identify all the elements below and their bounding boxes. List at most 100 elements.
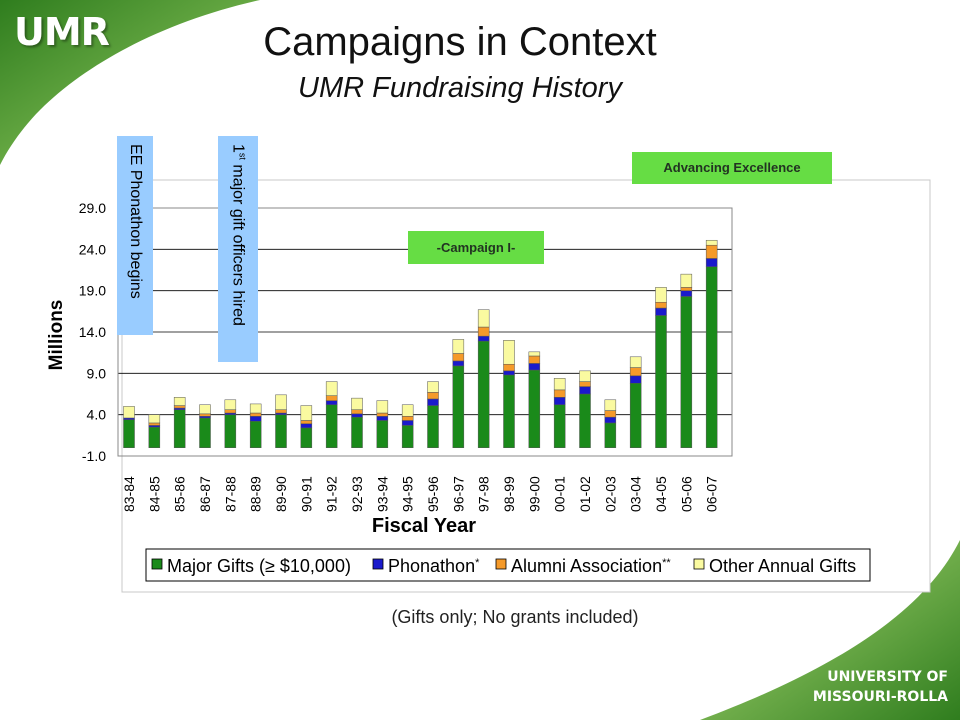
legend-marker: * bbox=[475, 557, 480, 569]
x-tick-label: 92-93 bbox=[349, 476, 365, 512]
bar-segment bbox=[655, 301, 667, 309]
bar-segment bbox=[401, 420, 414, 426]
bar-segment bbox=[528, 369, 541, 448]
bar-segment bbox=[376, 412, 389, 417]
bar-segment bbox=[553, 397, 566, 405]
bar-segment bbox=[224, 409, 237, 414]
bar-segment bbox=[705, 244, 718, 259]
x-tick-label: 90-91 bbox=[298, 476, 314, 512]
x-tick-label: 83-84 bbox=[121, 476, 137, 512]
legend-swatch bbox=[693, 558, 705, 570]
legend-marker: ** bbox=[662, 557, 671, 569]
bar-segment bbox=[629, 383, 642, 448]
university-logo-line1: UNIVERSITY OF bbox=[827, 669, 948, 685]
x-tick-label: 98-99 bbox=[501, 476, 517, 512]
y-tick-label: -1.0 bbox=[82, 448, 106, 464]
bar-segment bbox=[199, 417, 211, 448]
page-subtitle: UMR Fundraising History bbox=[298, 72, 622, 104]
bar-segment bbox=[427, 392, 439, 400]
bar-segment bbox=[427, 381, 439, 393]
bar-segment bbox=[528, 351, 541, 357]
x-tick-label: 04-05 bbox=[653, 476, 669, 512]
bar-segment bbox=[148, 422, 161, 426]
gift-officers-superscript: st bbox=[237, 152, 248, 160]
legend: Major Gifts (≥ $10,000) Phonathon* Alumni … bbox=[145, 548, 871, 582]
y-tick-label: 14.0 bbox=[79, 324, 106, 340]
bar-segment bbox=[325, 395, 338, 401]
bar-segment bbox=[579, 393, 591, 448]
bar-segment bbox=[351, 413, 363, 418]
bar-segment bbox=[680, 290, 693, 297]
bar-segment bbox=[655, 287, 667, 303]
bar-segment bbox=[503, 363, 515, 372]
x-axis-label: Fiscal Year bbox=[372, 515, 476, 537]
bar-segment bbox=[629, 356, 642, 368]
bar-segment bbox=[275, 414, 287, 448]
bar-segment bbox=[199, 404, 211, 415]
bar-segment bbox=[452, 360, 465, 367]
x-tick-label: 87-88 bbox=[222, 476, 238, 512]
bar-segment bbox=[401, 425, 414, 448]
bar-segment bbox=[579, 386, 591, 395]
bar-segment bbox=[477, 335, 490, 342]
bar-segment bbox=[173, 409, 186, 448]
bar-segment bbox=[579, 370, 591, 382]
bar-segment bbox=[325, 400, 338, 405]
x-tick-label: 97-98 bbox=[476, 476, 492, 512]
bar-segment bbox=[275, 394, 287, 410]
ee-phonathon-text: EE Phonathon begins bbox=[127, 144, 144, 299]
bar-segment bbox=[148, 426, 161, 448]
y-tick-label: 29.0 bbox=[79, 200, 106, 216]
bar-segment bbox=[300, 405, 313, 421]
x-tick-label: 03-04 bbox=[628, 476, 644, 512]
bar-segment bbox=[477, 309, 490, 328]
x-tick-label: 02-03 bbox=[602, 476, 618, 512]
legend-label: Other Annual Gifts bbox=[709, 556, 856, 576]
bar-segment bbox=[604, 422, 617, 448]
bar-segment bbox=[173, 405, 186, 409]
x-tick-label: 94-95 bbox=[400, 476, 416, 512]
y-tick-label: 19.0 bbox=[79, 283, 106, 299]
bar-segment bbox=[655, 307, 667, 316]
bar-segment bbox=[300, 420, 313, 425]
bar-segment bbox=[680, 287, 693, 291]
bar-segment bbox=[503, 370, 515, 376]
bar-segment bbox=[427, 405, 439, 448]
bar-segment bbox=[680, 296, 693, 448]
y-tick-label: 24.0 bbox=[79, 241, 106, 257]
bar-segment bbox=[705, 239, 718, 246]
bar-segment bbox=[629, 375, 642, 384]
x-tick-label: 88-89 bbox=[248, 476, 264, 512]
bar-segment bbox=[553, 404, 566, 448]
bar-segment bbox=[325, 381, 338, 396]
bar-segment bbox=[401, 416, 414, 421]
bar-segment bbox=[452, 339, 465, 354]
bar-segment bbox=[249, 412, 262, 417]
bar-segment bbox=[224, 399, 237, 410]
gift-officers-number: 1 bbox=[229, 144, 247, 153]
bar-segment bbox=[123, 419, 135, 448]
gifts-note: (Gifts only; No grants included) bbox=[391, 607, 639, 627]
x-tick-label: 93-94 bbox=[374, 476, 390, 512]
bar-segment bbox=[224, 414, 237, 448]
page-title: Campaigns in Context bbox=[263, 20, 657, 64]
bar-segment bbox=[351, 409, 363, 415]
y-tick-label: 9.0 bbox=[87, 365, 107, 381]
y-tick-label: 4.0 bbox=[87, 407, 107, 423]
x-tick-label: 06-07 bbox=[704, 476, 720, 512]
bar-segment bbox=[123, 406, 135, 419]
bar-segment bbox=[376, 416, 389, 421]
bar-segment bbox=[705, 266, 718, 448]
bar-segment bbox=[452, 353, 465, 362]
bar-segment bbox=[705, 258, 718, 267]
bar-segment bbox=[148, 414, 161, 424]
bar-segment bbox=[351, 416, 363, 448]
legend-swatch bbox=[151, 558, 163, 570]
x-tick-label: 01-02 bbox=[577, 476, 593, 512]
bar-segment bbox=[300, 427, 313, 448]
bar-segment bbox=[401, 404, 414, 417]
bar-segment bbox=[604, 399, 617, 411]
x-tick-label: 86-87 bbox=[197, 476, 213, 512]
bar-segment bbox=[249, 416, 262, 422]
bar-segment bbox=[477, 326, 490, 337]
